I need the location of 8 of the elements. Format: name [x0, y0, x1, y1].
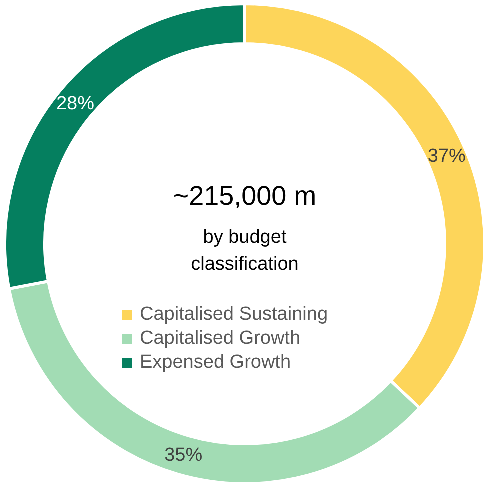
text: by budget classification	[191, 227, 299, 275]
legend-label: Capitalised Growth	[140, 328, 301, 349]
legend-label: Expensed Growth	[140, 352, 292, 373]
text: ~215,000 m	[173, 181, 317, 211]
data-label: 35%	[164, 444, 203, 466]
data-label: 37%	[428, 146, 466, 168]
data-label: 28%	[56, 93, 95, 114]
legend-label: Capitalised Sustaining	[140, 304, 328, 325]
